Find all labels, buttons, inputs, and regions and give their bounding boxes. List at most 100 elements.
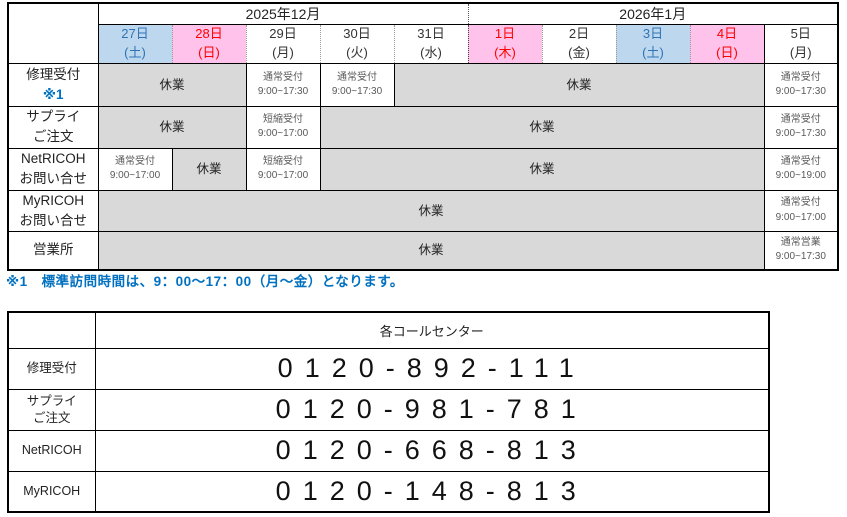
availability-cell: 休業 — [97, 106, 247, 149]
service-row-office: 営業所 休業 通常営業 9:00~17:30 — [7, 231, 839, 270]
availability-cell: 休業 — [393, 63, 765, 107]
phone-header-row: 各コールセンター — [7, 311, 770, 349]
availability-status: 休業 — [159, 77, 185, 92]
availability-hours: 9:00~17:30 — [331, 86, 383, 97]
availability-cell: 通常受付 9:00~17:00 — [763, 189, 839, 232]
phone-number-repair: 0120-892-111 — [94, 347, 770, 390]
day-header-row: 27日 (土) 28日 (日) 29日 (月) 30日 (火) 31日 (水) 1日 (木)… — [8, 24, 838, 64]
availability-hours: 9:00~17:00 — [257, 170, 309, 181]
availability-cell: 休業 — [97, 189, 765, 232]
day-dow: (火) — [346, 45, 368, 60]
phone-label-netricoh: NetRICOH — [7, 429, 96, 472]
availability-cell: 休業 — [97, 231, 765, 270]
day-header-27: 27日 (土) — [97, 24, 172, 64]
availability-status: 通常受付 — [780, 197, 821, 209]
availability-table: 2025年12月 2026年1月 27日 (土) 28日 (日) 29日 (月) 30… — [7, 2, 839, 271]
service-label-text: サプライ — [26, 109, 81, 124]
service-row-myricoh: MyRICOH お問い合せ 休業 通常受付 9:00~17:00 — [7, 189, 839, 232]
service-row-netricoh: NetRICOH お問い合せ 通常受付 9:00~17:00 休業 短縮受付 9:00… — [7, 147, 839, 191]
availability-cell: 休業 — [171, 147, 247, 191]
day-date: 4日 — [716, 26, 738, 42]
service-label-text2: ご注文 — [33, 129, 74, 145]
availability-status: 短縮受付 — [263, 155, 303, 167]
phone-label-text2: ご注文 — [32, 410, 71, 425]
phone-row-netricoh: NetRICOH 0120-668-813 — [7, 429, 770, 472]
day-dow: (水) — [420, 45, 442, 60]
day-date: 30日 — [343, 26, 371, 42]
day-header-30: 30日 (火) — [319, 24, 394, 64]
service-label-office: 営業所 — [7, 231, 99, 270]
availability-hours: 9:00~17:00 — [775, 211, 826, 223]
service-label-text: 営業所 — [33, 242, 74, 258]
availability-hours: 9:00~17:00 — [257, 128, 309, 140]
availability-status: 休業 — [196, 161, 222, 176]
availability-status: 休業 — [529, 161, 555, 176]
availability-hours: 9:00~17:30 — [775, 128, 826, 140]
availability-status: 通常受付 — [780, 113, 821, 125]
availability-cell: 通常受付 9:00~17:30 — [245, 63, 321, 107]
availability-cell: 通常受付 9:00~17:30 — [763, 63, 839, 107]
availability-cell: 短縮受付 9:00~17:00 — [245, 106, 321, 149]
availability-status: 通常受付 — [780, 71, 821, 83]
phone-number-supply: 0120-981-781 — [94, 388, 770, 431]
phone-number-myricoh: 0120-148-813 — [94, 470, 770, 513]
availability-status: 通常受付 — [263, 71, 303, 83]
phone-label-repair: 修理受付 — [7, 347, 96, 390]
phone-row-myricoh: MyRICOH 0120-148-813 — [7, 470, 770, 513]
availability-cell: 休業 — [319, 147, 765, 191]
day-dow: (月) — [272, 45, 294, 60]
availability-cell: 通常受付 9:00~17:00 — [97, 147, 173, 191]
day-dow: (日) — [198, 45, 220, 60]
availability-status: 休業 — [418, 203, 444, 218]
phone-label-text: 修理受付 — [26, 361, 77, 376]
availability-status: 短縮受付 — [263, 113, 303, 125]
availability-status: 休業 — [418, 243, 444, 258]
corner-cell — [7, 2, 99, 64]
day-dow: (木) — [494, 45, 516, 60]
availability-status: 通常受付 — [780, 155, 821, 167]
phone-label-supply: サプライ ご注文 — [7, 388, 96, 431]
service-row-supply: サプライご注文 休業 短縮受付 9:00~17:00 休業 通常受付 9:00~17… — [7, 106, 839, 149]
phone-table: 各コールセンター 修理受付 0120-892-111 サプライ ご注文 0120-… — [7, 311, 770, 513]
phone-number-netricoh: 0120-668-813 — [94, 429, 770, 472]
service-row-repair: 修理受付 ※1 休業 通常受付 9:00~17:30 通常受付 9:00~17:30 … — [7, 63, 839, 107]
availability-status: 通常営業 — [780, 236, 821, 248]
availability-hours: 9:00~17:30 — [775, 86, 826, 97]
service-label-text: MyRICOH — [22, 192, 85, 208]
availability-cell: 休業 — [97, 63, 247, 107]
day-header-1: 1日 (木) — [467, 24, 542, 64]
month-header-december: 2025年12月 — [97, 2, 468, 25]
service-label-myricoh: MyRICOH お問い合せ — [7, 189, 99, 232]
availability-cell: 通常営業 9:00~17:30 — [763, 231, 839, 270]
availability-status: 休業 — [159, 120, 185, 135]
phone-row-repair: 修理受付 0120-892-111 — [7, 347, 770, 390]
month-header-row: 2025年12月 2026年1月 — [7, 2, 839, 64]
availability-cell: 通常受付 9:00~19:00 — [763, 147, 839, 191]
day-header-3: 3日 (土) — [615, 24, 690, 64]
service-label-text2: お問い合せ — [19, 171, 88, 186]
service-label-text: 修理受付 — [26, 66, 81, 82]
service-label-repair: 修理受付 ※1 — [7, 63, 99, 107]
day-date: 1日 — [494, 26, 516, 42]
day-header-31: 31日 (水) — [393, 24, 468, 64]
service-label-text: NetRICOH — [20, 150, 86, 166]
footnote-ref: ※1 — [42, 87, 64, 102]
phone-row-supply: サプライ ご注文 0120-981-781 — [7, 388, 770, 431]
day-dow: (日) — [716, 45, 738, 60]
day-dow: (土) — [642, 45, 664, 60]
phone-label-myricoh: MyRICOH — [7, 470, 96, 513]
availability-hours: 9:00~17:30 — [775, 251, 826, 263]
day-date: 27日 — [121, 26, 149, 42]
availability-cell: 短縮受付 9:00~17:00 — [245, 147, 321, 191]
day-date: 28日 — [195, 26, 223, 42]
availability-cell: 通常受付 9:00~17:30 — [319, 63, 395, 107]
day-date: 31日 — [417, 26, 445, 42]
availability-status: 休業 — [529, 120, 555, 135]
availability-status: 通常受付 — [337, 71, 377, 83]
day-dow: (金) — [568, 45, 590, 60]
phone-label-text: NetRICOH — [21, 443, 82, 458]
day-header-4: 4日 (日) — [689, 24, 764, 64]
availability-status: 通常受付 — [115, 155, 155, 167]
availability-cell: 通常受付 9:00~17:30 — [763, 106, 839, 149]
day-header-2: 2日 (金) — [541, 24, 616, 64]
